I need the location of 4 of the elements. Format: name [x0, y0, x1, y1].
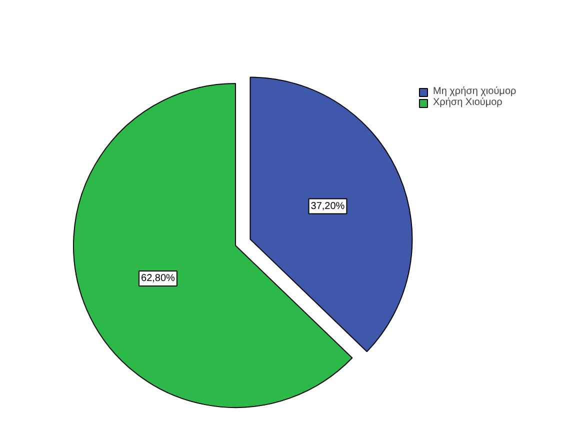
data-label: 62,80% [141, 272, 176, 284]
legend-label: Μη χρήση χιούμορ [433, 86, 516, 97]
data-label: 37,20% [310, 200, 345, 212]
legend-label: Χρήση Χιούμορ [433, 97, 502, 108]
